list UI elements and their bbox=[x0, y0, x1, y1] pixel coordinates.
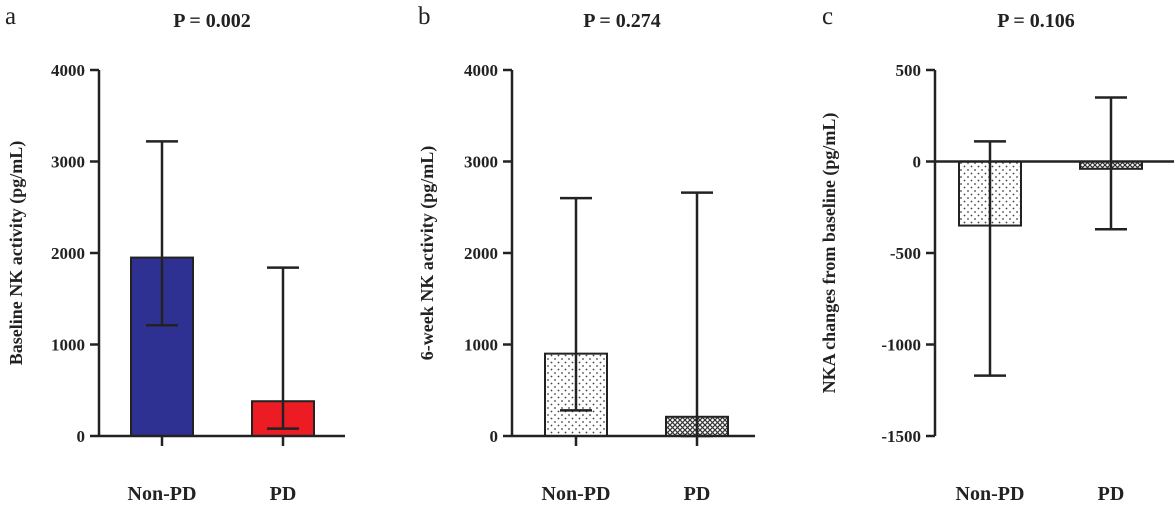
panel-c-y-tick-label: 0 bbox=[913, 153, 922, 172]
panel-c-y-tick-label: -500 bbox=[890, 244, 921, 263]
panel-a-category-label: PD bbox=[270, 483, 297, 505]
panel-b-y-tick-label: 0 bbox=[490, 427, 499, 446]
panel-b-plot: 0 1000 2000 3000 4000 Non-PD PD bbox=[464, 61, 755, 505]
panel-c-letter: c bbox=[822, 3, 833, 30]
panel-a-y-tick-label: 2000 bbox=[51, 244, 85, 263]
panel-a: a P = 0.002 Baseline NK activity (pg/mL)… bbox=[5, 3, 345, 505]
panel-c-category-label: PD bbox=[1098, 483, 1125, 505]
panel-c-y-tick-label: 500 bbox=[896, 61, 922, 80]
panel-c-category-label: Non-PD bbox=[956, 483, 1025, 505]
panel-a-y-tick-label: 1000 bbox=[51, 336, 85, 355]
panel-b-category-label: PD bbox=[684, 483, 711, 505]
panel-c-y-tick-label: -1500 bbox=[881, 427, 921, 446]
panel-b-y-tick-label: 2000 bbox=[464, 244, 498, 263]
panel-a-plot: 0 1000 2000 3000 4000 Non-PD PD bbox=[51, 61, 345, 505]
panel-a-ylabel: Baseline NK activity (pg/mL) bbox=[6, 141, 27, 365]
panel-a-y-tick-label: 4000 bbox=[51, 61, 85, 80]
panel-a-category-label: Non-PD bbox=[128, 483, 197, 505]
panel-b-y-tick-label: 4000 bbox=[464, 61, 498, 80]
panel-b: b P = 0.274 6-week NK activity (pg/mL) 0… bbox=[417, 3, 755, 505]
panel-c-ylabel: NKA changes from baseline (pg/mL) bbox=[819, 113, 840, 394]
panel-b-ylabel: 6-week NK activity (pg/mL) bbox=[417, 146, 438, 360]
panel-a-title: P = 0.002 bbox=[173, 10, 251, 32]
panel-b-title: P = 0.274 bbox=[583, 10, 661, 32]
panel-c-y-tick-label: -1000 bbox=[881, 336, 921, 355]
panel-b-y-tick-label: 3000 bbox=[464, 153, 498, 172]
panel-a-y-tick-label: 3000 bbox=[51, 153, 85, 172]
panel-c: c P = 0.106 NKA changes from baseline (p… bbox=[819, 3, 1174, 505]
panel-b-y-tick-label: 1000 bbox=[464, 336, 498, 355]
panel-a-y-tick-label: 0 bbox=[77, 427, 86, 446]
panel-a-letter: a bbox=[5, 3, 16, 30]
panel-b-category-label: Non-PD bbox=[542, 483, 611, 505]
panel-c-plot: -1500 -1000 -500 0 500 Non-PD PD bbox=[881, 61, 1174, 505]
panel-c-title: P = 0.106 bbox=[997, 10, 1075, 32]
panel-b-letter: b bbox=[418, 3, 431, 30]
